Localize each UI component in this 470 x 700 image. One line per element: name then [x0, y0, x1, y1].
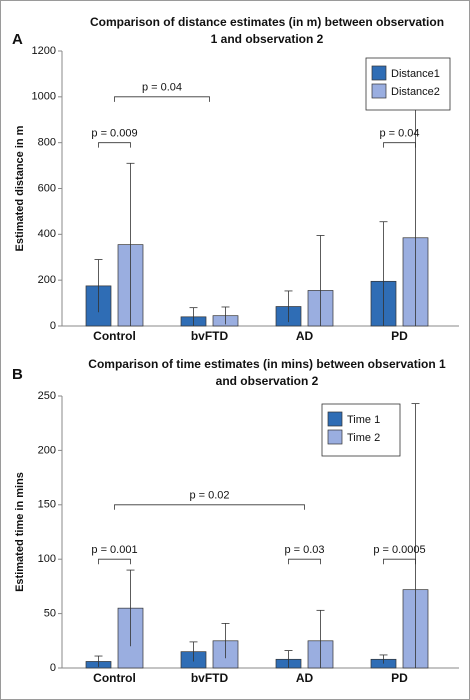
significance-bracket [98, 142, 131, 148]
legend-swatch [371, 83, 387, 99]
x-tick-label: PD [391, 329, 408, 343]
y-tick-label: 200 [38, 274, 56, 286]
y-tick-label: 1000 [32, 91, 56, 103]
significance-label: p = 0.02 [189, 490, 229, 502]
y-tick-label: 800 [38, 137, 56, 149]
y-tick-label: 600 [38, 182, 56, 194]
significance-bracket [383, 142, 416, 148]
significance-label: p = 0.001 [91, 544, 137, 556]
legend-label: Distance2 [391, 86, 440, 98]
y-tick-label: 150 [38, 499, 56, 511]
significance-label: p = 0.009 [91, 128, 137, 140]
panel-label: B [12, 366, 23, 383]
significance-bracket [98, 558, 131, 565]
y-axis-label: Estimated distance in m [14, 125, 26, 251]
legend-swatch [327, 411, 343, 427]
y-tick-label: 1200 [32, 45, 56, 57]
legend: Time 1 Time 2 [321, 403, 401, 457]
significance-bracket [288, 558, 321, 565]
legend-label: Time 1 [347, 414, 380, 426]
legend-label: Distance1 [391, 68, 440, 80]
panel-label: A [12, 31, 23, 48]
significance-label: p = 0.03 [284, 544, 324, 556]
significance-label: p = 0.0005 [373, 544, 425, 556]
legend-swatch [327, 429, 343, 445]
y-tick-label: 200 [38, 444, 56, 456]
significance-label: p = 0.04 [379, 128, 419, 140]
x-tick-label: bvFTD [191, 329, 229, 343]
significance-bracket [114, 504, 305, 510]
y-tick-label: 400 [38, 228, 56, 240]
y-tick-label: 0 [50, 662, 56, 674]
y-axis-label: Estimated time in mins [14, 472, 26, 592]
x-tick-label: PD [391, 671, 408, 685]
x-tick-label: Control [93, 329, 136, 343]
y-tick-label: 50 [44, 608, 56, 620]
significance-label: p = 0.04 [142, 82, 182, 94]
y-tick-label: 0 [50, 320, 56, 332]
x-tick-label: AD [296, 329, 314, 343]
x-tick-label: AD [296, 671, 314, 685]
x-tick-label: Control [93, 671, 136, 685]
x-tick-label: bvFTD [191, 671, 229, 685]
significance-bracket [114, 96, 210, 102]
y-tick-label: 100 [38, 553, 56, 565]
legend-swatch [371, 65, 387, 81]
legend-label: Time 2 [347, 432, 380, 444]
y-tick-label: 250 [38, 390, 56, 402]
chart-title: Comparison of distance estimates (in m) … [89, 15, 445, 46]
significance-bracket [383, 558, 416, 565]
chart-title: Comparison of time estimates (in mins) b… [88, 357, 446, 388]
legend: Distance1 Distance2 [365, 57, 451, 111]
